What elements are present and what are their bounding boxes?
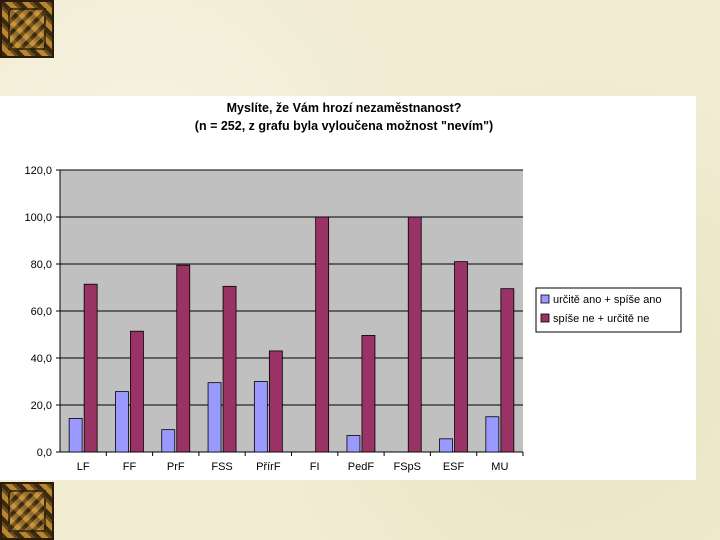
bar [83, 283, 98, 453]
x-tick-label: PřírF [256, 461, 281, 473]
x-tick-label: FSpS [393, 461, 421, 473]
bar [485, 416, 500, 453]
chart-panel: Myslíte, že Vám hrozí nezaměstnanost? (n… [0, 96, 696, 480]
x-tick-label: PrF [167, 461, 185, 473]
bar [454, 261, 468, 453]
bar [130, 330, 144, 453]
bar [68, 417, 83, 453]
bar [176, 264, 191, 453]
chart-title: Myslíte, že Vám hrozí nezaměstnanost? [227, 101, 462, 115]
y-tick-label: 100,0 [24, 212, 52, 224]
x-tick-label: FI [310, 461, 320, 473]
bar [253, 381, 268, 453]
legend-box [535, 287, 682, 333]
legend-label: spíše ne + určitě ne [553, 313, 649, 325]
bar [115, 391, 129, 453]
bar [439, 438, 453, 453]
y-tick-label: 60,0 [31, 306, 52, 318]
bar [500, 288, 515, 453]
bar [207, 382, 222, 453]
x-tick-label: FSS [211, 461, 232, 473]
y-tick-label: 120,0 [24, 165, 52, 177]
bar [361, 335, 376, 453]
plot-area: 0,0 20,0 40,0 60,0 80,0 100,0 120,0 LF FF PrF FSS P… [24, 165, 524, 473]
decorative-corner-pattern [0, 482, 54, 540]
x-tick-label: PedF [348, 461, 375, 473]
x-tick-label: LF [77, 461, 90, 473]
decorative-corner-pattern [0, 0, 54, 58]
y-tick-label: 0,0 [37, 447, 52, 459]
chart-subtitle: (n = 252, z grafu byla vyloučena možnost… [195, 119, 493, 133]
bar [346, 435, 361, 453]
bar [268, 350, 283, 453]
legend: určitě ano + spíše ano spíše ne + určitě … [535, 287, 682, 333]
bar-chart: Myslíte, že Vám hrozí nezaměstnanost? (n… [24, 101, 682, 473]
x-tick-label: ESF [443, 461, 465, 473]
y-tick-label: 80,0 [31, 259, 52, 271]
legend-swatch [540, 294, 550, 304]
y-tick-label: 40,0 [31, 353, 52, 365]
bar [315, 216, 330, 453]
bar [407, 216, 422, 453]
bar [161, 429, 176, 453]
x-tick-label: MU [491, 461, 508, 473]
x-tick-label: FF [123, 461, 137, 473]
legend-label: určitě ano + spíše ano [553, 294, 662, 306]
y-tick-label: 20,0 [31, 400, 52, 412]
bar [222, 285, 237, 453]
legend-swatch [540, 313, 550, 323]
